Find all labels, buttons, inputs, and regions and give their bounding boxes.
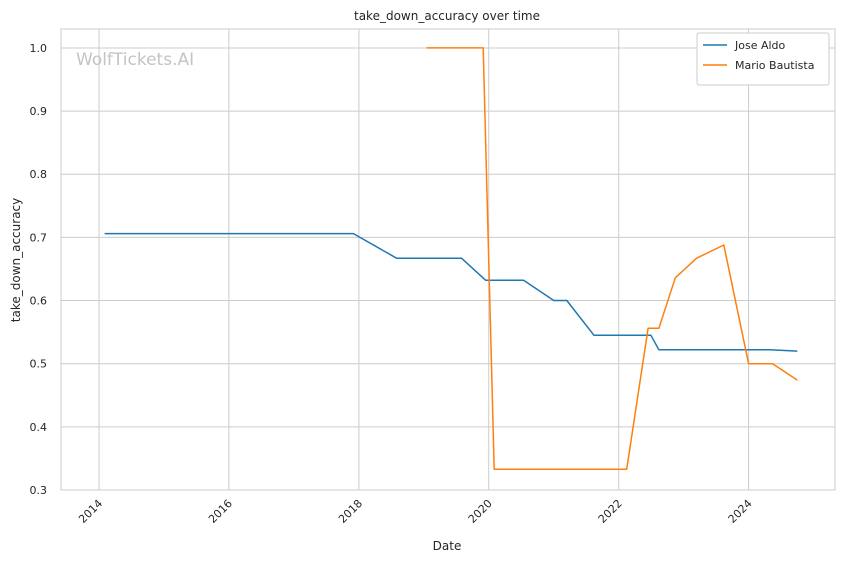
series-line-mario-bautista <box>426 47 798 470</box>
legend: Jose Aldo Mario Bautista <box>696 32 830 86</box>
series-lines <box>104 47 798 470</box>
y-tick-label: 0.4 <box>30 421 48 434</box>
y-tick-label: 0.8 <box>30 168 48 181</box>
plot-area-frame <box>60 28 836 491</box>
y-tick-label: 0.7 <box>30 231 48 244</box>
legend-label: Mario Bautista <box>735 59 814 72</box>
series-line-jose-aldo <box>104 232 798 352</box>
y-tick-label: 0.3 <box>30 484 48 497</box>
y-tick-label: 0.5 <box>30 358 48 371</box>
chart-title: take_down_accuracy over time <box>354 9 540 23</box>
y-axis-ticks: 0.3 0.4 0.5 0.6 0.7 0.8 0.9 1.0 <box>30 42 48 497</box>
y-tick-label: 0.6 <box>30 295 48 308</box>
legend-box <box>696 32 830 86</box>
watermark-text: WolfTickets.AI <box>76 50 194 70</box>
legend-label: Jose Aldo <box>734 39 786 52</box>
y-tick-label: 1.0 <box>30 42 48 55</box>
y-axis-title: take_down_accuracy <box>9 198 23 322</box>
x-axis-title: Date <box>433 539 462 553</box>
y-tick-label: 0.9 <box>30 105 48 118</box>
